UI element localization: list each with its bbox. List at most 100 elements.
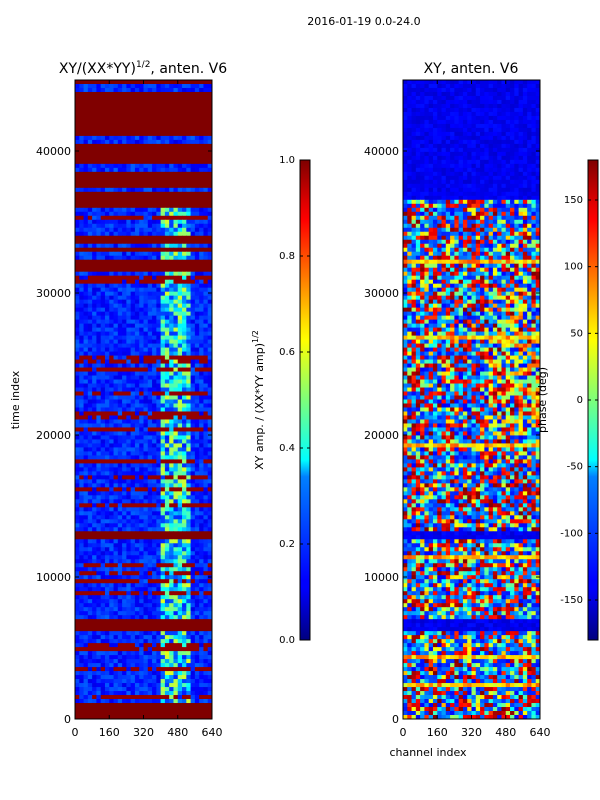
heatmap-cell	[199, 303, 205, 309]
heatmap-cell	[87, 475, 93, 480]
heatmap-cell	[186, 519, 192, 524]
heatmap-cell	[164, 267, 170, 273]
heatmap-cell	[126, 375, 132, 381]
heatmap-cell	[147, 303, 153, 309]
heatmap-cell	[143, 639, 149, 644]
heatmap-cell	[100, 143, 106, 149]
heatmap-cell	[117, 419, 123, 425]
heatmap-cell	[83, 443, 89, 449]
heatmap-cell	[164, 83, 170, 89]
heatmap-cell	[156, 191, 162, 197]
heatmap-cell	[96, 523, 102, 528]
heatmap-cell	[164, 539, 170, 544]
heatmap-cell	[190, 683, 196, 688]
heatmap-cell	[169, 171, 175, 177]
heatmap-cell	[203, 655, 209, 660]
heatmap-cell	[117, 583, 123, 588]
heatmap-cell	[143, 219, 149, 225]
heatmap-cell	[83, 331, 89, 337]
heatmap-cell	[147, 675, 153, 680]
heatmap-cell	[117, 615, 123, 620]
heatmap-cell	[143, 619, 149, 624]
heatmap-cell	[177, 687, 183, 692]
heatmap-cell	[113, 80, 119, 85]
heatmap-cell	[173, 651, 179, 656]
heatmap-cell	[182, 551, 187, 556]
heatmap-cell	[169, 439, 175, 445]
heatmap-cell	[160, 219, 166, 225]
heatmap-cell	[117, 599, 123, 604]
heatmap-cell	[199, 371, 205, 377]
heatmap-cell	[152, 275, 157, 281]
heatmap-cell	[186, 475, 192, 480]
heatmap-cell	[182, 451, 187, 457]
heatmap-cell	[190, 119, 196, 125]
heatmap-cell	[75, 387, 80, 393]
heatmap-cell	[156, 491, 162, 496]
heatmap-cell	[126, 535, 132, 540]
heatmap-cell	[79, 375, 85, 381]
heatmap-cell	[130, 591, 136, 596]
heatmap-cell	[147, 475, 153, 480]
heatmap-cell	[169, 91, 175, 97]
heatmap-cell	[104, 655, 110, 660]
heatmap-cell	[104, 151, 110, 157]
heatmap-cell	[152, 543, 157, 548]
heatmap-cell	[83, 319, 89, 325]
heatmap-cell	[147, 307, 153, 313]
heatmap-cell	[207, 559, 212, 564]
heatmap-cell	[75, 643, 80, 648]
heatmap-cell	[104, 623, 110, 628]
heatmap-cell	[117, 687, 123, 692]
heatmap-cell	[173, 223, 179, 229]
heatmap-cell	[117, 511, 123, 516]
heatmap-cell	[134, 259, 140, 265]
heatmap-cell	[169, 599, 175, 604]
heatmap-cell	[79, 199, 85, 205]
heatmap-cell	[83, 659, 89, 664]
heatmap-cell	[177, 243, 183, 249]
heatmap-cell	[164, 631, 170, 636]
heatmap-cell	[92, 463, 98, 468]
heatmap-cell	[203, 87, 209, 93]
heatmap-cell	[194, 395, 200, 401]
heatmap-cell	[87, 80, 93, 85]
heatmap-cell	[177, 259, 183, 265]
heatmap-cell	[169, 695, 175, 700]
heatmap-cell	[190, 239, 196, 245]
heatmap-cell	[75, 363, 80, 369]
heatmap-cell	[83, 475, 89, 480]
heatmap-cell	[75, 443, 80, 449]
heatmap-cell	[139, 167, 145, 173]
heatmap-cell	[177, 323, 183, 329]
heatmap-cell	[96, 519, 102, 524]
heatmap-cell	[104, 475, 110, 480]
heatmap-cell	[75, 607, 80, 612]
heatmap-cell	[104, 279, 110, 285]
heatmap-cell	[190, 371, 196, 377]
heatmap-cell	[100, 131, 106, 137]
heatmap-cell	[109, 371, 115, 377]
heatmap-cell	[79, 331, 85, 337]
heatmap-cell	[113, 359, 119, 365]
heatmap-cell	[113, 603, 119, 608]
heatmap-cell	[152, 155, 157, 161]
heatmap-cell	[104, 679, 110, 684]
heatmap-cell	[109, 183, 115, 189]
heatmap-cell	[147, 495, 153, 500]
heatmap-cell	[169, 347, 175, 353]
heatmap-cell	[79, 595, 85, 600]
heatmap-cell	[190, 303, 196, 309]
heatmap-cell	[113, 531, 119, 536]
heatmap-cell	[87, 319, 93, 325]
heatmap-cell	[113, 387, 119, 393]
heatmap-cell	[207, 623, 212, 628]
heatmap-cell	[79, 639, 85, 644]
heatmap-cell	[92, 515, 98, 520]
heatmap-cell	[143, 263, 149, 269]
heatmap-cell	[173, 303, 179, 309]
heatmap-cell	[203, 203, 209, 209]
heatmap-cell	[169, 119, 175, 125]
heatmap-cell	[83, 651, 89, 656]
heatmap-cell	[190, 659, 196, 664]
